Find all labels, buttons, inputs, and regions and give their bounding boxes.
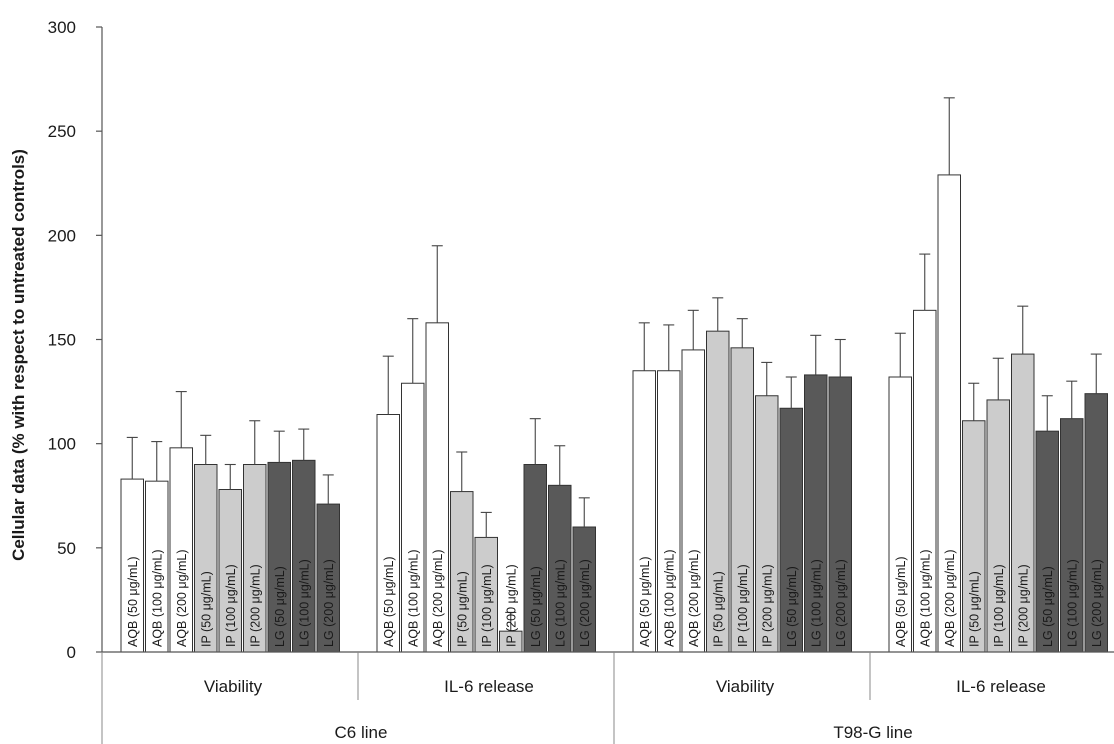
y-tick-label: 200 (48, 226, 76, 245)
bar-label: IP (200 μg/mL) (248, 564, 262, 647)
y-tick-label: 300 (48, 18, 76, 37)
y-tick-label: 150 (48, 331, 76, 350)
bar-label: LG (100 μg/mL) (297, 559, 311, 647)
bar-label: LG (200 μg/mL) (834, 559, 848, 647)
cell-line-label: C6 line (335, 723, 388, 742)
error-bars (126, 97, 1102, 632)
bar-label: LG (100 μg/mL) (553, 559, 567, 647)
group-label: Viability (716, 677, 775, 696)
bar-label: IP (100 μg/mL) (736, 564, 750, 647)
bar-label: LG (50 μg/mL) (529, 566, 543, 647)
y-axis-label: Cellular data (% with respect to untreat… (9, 149, 28, 561)
bar-label: LG (200 μg/mL) (578, 559, 592, 647)
bar-label: AQB (50 μg/mL) (638, 556, 652, 647)
bar-labels: AQB (50 μg/mL) AQB (100 μg/mL) AQB (200 μg… (126, 549, 1104, 647)
bar-label: LG (200 μg/mL) (1090, 559, 1104, 647)
bar-label: AQB (100 μg/mL) (918, 549, 932, 647)
bar-label: IP (200 μg/mL) (1016, 564, 1030, 647)
bar-label: IP (100 μg/mL) (480, 564, 494, 647)
bar-label: AQB (50 μg/mL) (894, 556, 908, 647)
bar-label: LG (100 μg/mL) (1065, 559, 1079, 647)
bar-label: IP (100 μg/mL) (992, 564, 1006, 647)
cell-line-label: T98-G line (833, 723, 912, 742)
y-tick-label: 50 (57, 539, 76, 558)
bar-label: IP (50 μg/mL) (967, 571, 981, 647)
bar-label: AQB (200 μg/mL) (943, 549, 957, 647)
y-axis: 0 50 100 150 200 250 300 (48, 18, 103, 662)
category-axis: Viability IL-6 release Viability IL-6 relea… (101, 651, 1114, 744)
bar-label: IP (200 μg/mL) (504, 564, 518, 647)
bar-label: LG (100 μg/mL) (809, 559, 823, 647)
bar-label: AQB (100 μg/mL) (406, 549, 420, 647)
y-tick-label: 250 (48, 122, 76, 141)
bar-label: IP (50 μg/mL) (199, 571, 213, 647)
bar-label: LG (50 μg/mL) (1041, 566, 1055, 647)
group-label: IL-6 release (956, 677, 1046, 696)
bar-label: IP (50 μg/mL) (711, 571, 725, 647)
group-label: IL-6 release (444, 677, 534, 696)
bar-label: IP (200 μg/mL) (760, 564, 774, 647)
bar-label: AQB (100 μg/mL) (662, 549, 676, 647)
bar-label: AQB (200 μg/mL) (175, 549, 189, 647)
group-label: Viability (204, 677, 263, 696)
bar-label: IP (50 μg/mL) (455, 571, 469, 647)
bars (120, 174, 1108, 653)
y-tick-label: 0 (67, 643, 76, 662)
bar-label: AQB (50 μg/mL) (382, 556, 396, 647)
bar-label: AQB (200 μg/mL) (687, 549, 701, 647)
bar-label: AQB (200 μg/mL) (431, 549, 445, 647)
bar-label: LG (200 μg/mL) (322, 559, 336, 647)
y-tick-label: 100 (48, 435, 76, 454)
bar-label: AQB (50 μg/mL) (126, 556, 140, 647)
bar-label: IP (100 μg/mL) (224, 564, 238, 647)
bar-label: LG (50 μg/mL) (273, 566, 287, 647)
bar-label: LG (50 μg/mL) (785, 566, 799, 647)
bar-label: AQB (100 μg/mL) (150, 549, 164, 647)
